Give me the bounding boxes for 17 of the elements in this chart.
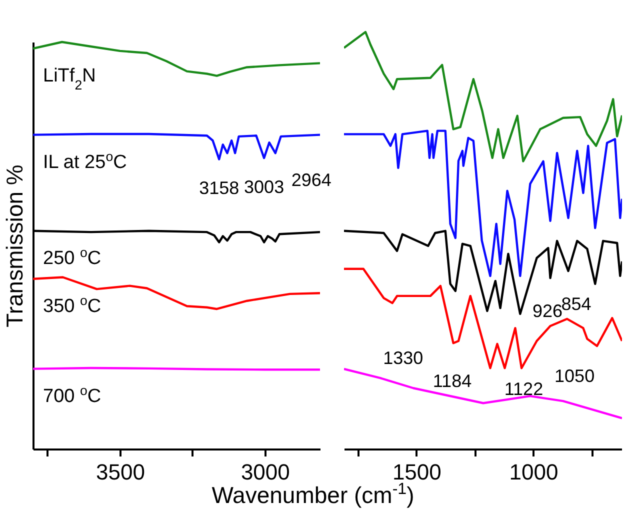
- series-label: IL at 25$^{o}$C: [43, 148, 127, 173]
- annotation: 1050: [554, 366, 595, 386]
- annotation: 3158: [199, 178, 240, 198]
- series-label: LiTf$_{2}$N: [43, 66, 96, 92]
- annotation: 2964: [291, 170, 332, 190]
- annotation: 3003: [244, 176, 284, 197]
- x-tick-label: 3500: [96, 460, 145, 484]
- annotation: 1330: [383, 348, 424, 368]
- annotation: 926: [532, 301, 563, 322]
- x-tick-label: 1000: [509, 460, 558, 484]
- series-label: 700 $^{o}$C: [43, 382, 102, 407]
- series-label: 250 $^{o}$C: [43, 244, 102, 269]
- annotation: 1184: [432, 371, 472, 392]
- y-axis-title: Transmission %: [2, 164, 28, 328]
- series-label: 350 $^{o}$C: [43, 292, 102, 317]
- annotation: 1122: [504, 379, 544, 400]
- annotation: 854: [561, 294, 592, 314]
